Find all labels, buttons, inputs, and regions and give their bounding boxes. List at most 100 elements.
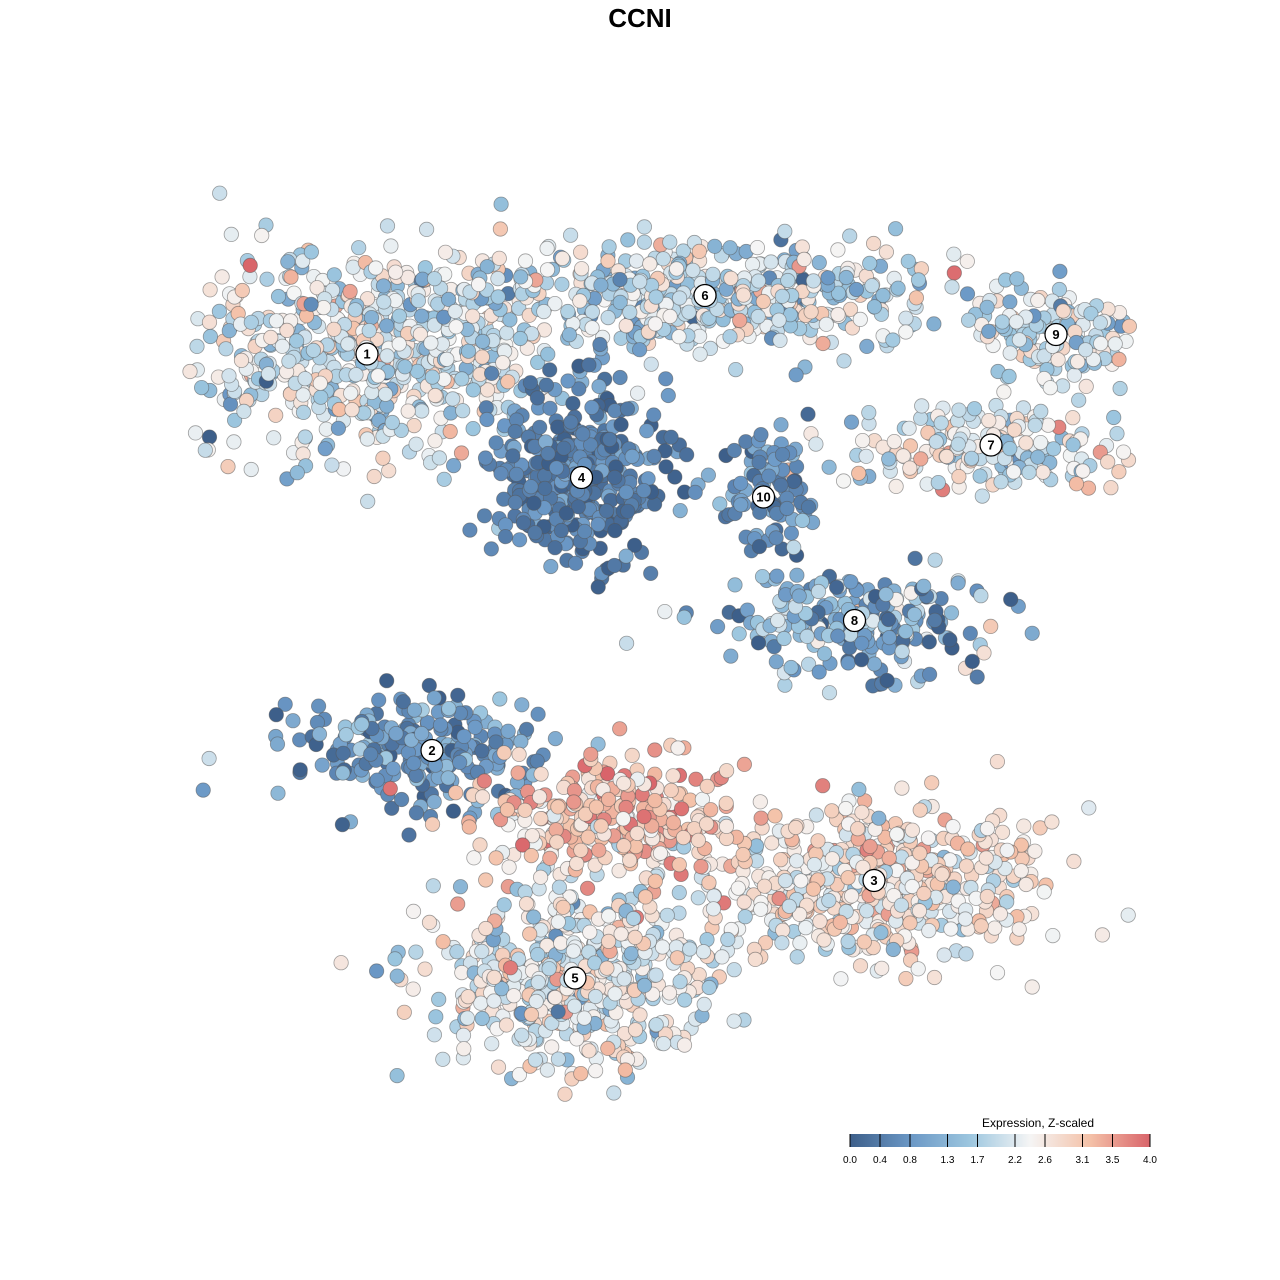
scatter-point [363, 746, 379, 762]
scatter-point [449, 944, 465, 960]
cluster-label-2: 2 [420, 738, 444, 763]
scatter-point [871, 810, 887, 826]
scatter-point [754, 568, 771, 585]
scatter-point [448, 785, 464, 801]
scatter-point [726, 1013, 742, 1029]
scatter-point [572, 293, 588, 309]
scatter-point [474, 333, 491, 349]
scatter-point [636, 219, 653, 235]
scatter-point [885, 941, 901, 958]
scatter-point [901, 420, 917, 436]
scatter-point [920, 830, 937, 846]
scatter-point [906, 606, 923, 623]
scatter-point [685, 262, 701, 278]
scatter-point [1068, 476, 1085, 492]
scatter-point [292, 762, 308, 778]
scatter-point [326, 321, 342, 337]
scatter-point [816, 932, 832, 948]
scatter-point [381, 463, 397, 479]
scatter-point [573, 842, 589, 858]
scatter-point [726, 962, 742, 978]
scatter-point [643, 356, 659, 372]
scatter-point [539, 240, 555, 256]
scatter-point [612, 721, 628, 737]
scatter-point [620, 503, 636, 519]
scatter-point [1120, 907, 1136, 923]
scatter-point [456, 1041, 472, 1057]
scatter-point [334, 816, 350, 833]
scatter-point [1083, 305, 1099, 322]
scatter-point [774, 935, 790, 951]
scatter-point [522, 926, 538, 942]
scatter-point [314, 757, 330, 773]
scatter-point [315, 299, 332, 316]
scatter-point [942, 632, 958, 648]
scatter-point [914, 398, 930, 414]
scatter-point [830, 285, 847, 301]
scatter-point [529, 753, 545, 769]
scatter-point [833, 971, 849, 987]
scatter-point [1024, 979, 1040, 995]
scatter-point [222, 396, 239, 412]
scatter-point [836, 353, 852, 369]
scatter-point [555, 899, 571, 915]
scatter-point [587, 988, 604, 1005]
scatter-point [1013, 863, 1029, 879]
scatter-point [189, 338, 205, 354]
scatter-point [618, 318, 634, 334]
cluster-label-text: 4 [578, 470, 586, 485]
scatter-point [1024, 625, 1040, 641]
scatter-point [900, 253, 916, 269]
scatter-point [602, 431, 618, 447]
scatter-point [499, 802, 515, 818]
scatter-point [384, 414, 400, 431]
scatter-point [587, 1063, 604, 1079]
scatter-point [391, 308, 407, 324]
scatter-point [771, 312, 787, 328]
scatter-point [735, 846, 751, 863]
scatter-point [714, 949, 730, 965]
scatter-point [335, 745, 351, 761]
scatter-point [858, 448, 874, 464]
scatter-point [227, 412, 243, 428]
scatter-point [816, 646, 833, 662]
scatter-point [221, 323, 237, 339]
scatter-point [786, 473, 802, 490]
scatter-point [895, 448, 911, 464]
scatter-point [435, 934, 451, 950]
scatter-point [945, 879, 961, 895]
cluster-label-text: 10 [756, 490, 770, 505]
scatter-point [768, 654, 784, 670]
scatter-point [236, 403, 252, 419]
scatter-point [591, 378, 607, 394]
scatter-point [1111, 464, 1127, 480]
scatter-point [1003, 591, 1019, 608]
scatter-point [368, 963, 385, 979]
scatter-point [629, 385, 646, 401]
scatter-point [701, 875, 717, 891]
scatter-point [360, 493, 376, 509]
scatter-point [194, 379, 210, 396]
scatter-point [750, 273, 767, 289]
scatter-point [854, 635, 870, 651]
scatter-point [579, 880, 596, 896]
scatter-point [493, 196, 509, 212]
scatter-point [672, 502, 688, 519]
scatter-point [718, 795, 734, 811]
scatter-point [1078, 378, 1094, 394]
scatter-point [730, 880, 746, 896]
scatter-point [924, 775, 940, 791]
scatter-point [676, 1037, 693, 1053]
scatter-point [873, 924, 889, 941]
scatter-point [375, 450, 391, 466]
scatter-point [490, 289, 506, 305]
scatter-point [557, 1086, 573, 1102]
scatter-point [575, 426, 591, 442]
scatter-point [821, 685, 838, 701]
scatter-point [776, 630, 792, 647]
scatter-point [696, 996, 712, 1013]
scatter-point [502, 960, 519, 976]
scatter-point [679, 447, 695, 463]
scatter-point [465, 420, 481, 437]
